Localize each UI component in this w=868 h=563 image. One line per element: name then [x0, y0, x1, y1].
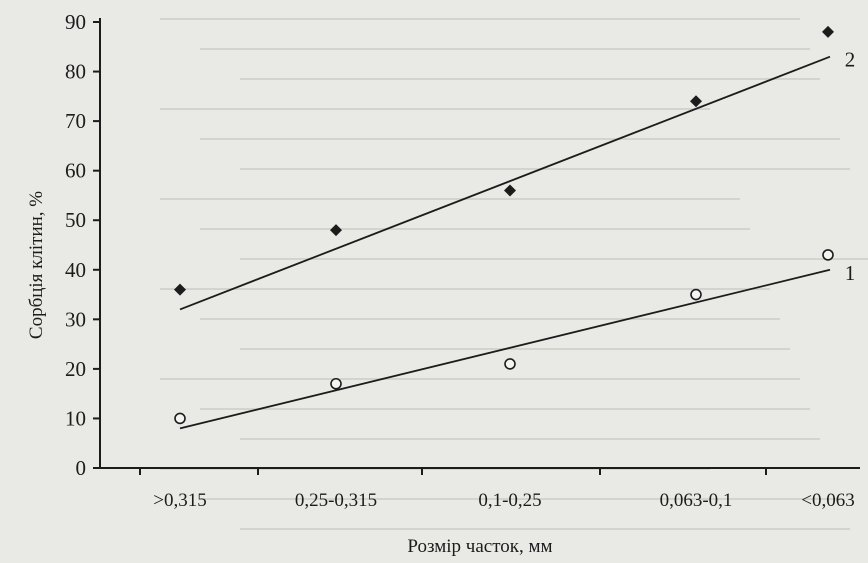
bleed-through-line	[200, 498, 840, 500]
trendlines	[179, 55, 831, 430]
y-tick-label: 40	[65, 258, 86, 282]
data-point-series-1	[690, 288, 702, 301]
y-tick-label: 20	[65, 357, 86, 381]
y-ticks: 0 10 20 30 40 50 60 70 80 90	[65, 10, 100, 480]
data-point-series-1	[822, 249, 834, 261]
bleed-through-line	[200, 228, 750, 230]
data-point-series-2	[822, 25, 834, 38]
x-tick-label: >0,315	[153, 490, 206, 511]
bleed-through-line	[200, 318, 780, 320]
bleed-through-line	[240, 78, 820, 80]
bleed-through-line	[200, 138, 840, 140]
bleed-through-line	[240, 258, 868, 260]
series-labels: 12	[845, 48, 856, 285]
series-label-2: 2	[845, 48, 856, 72]
y-tick-label: 70	[65, 109, 86, 133]
y-tick-label: 90	[65, 10, 86, 34]
bleed-through-line	[160, 108, 710, 110]
bleed-through-line	[160, 378, 800, 380]
trendline-series-1	[179, 268, 831, 430]
y-tick-label: 10	[65, 406, 86, 430]
data-point-series-2	[504, 184, 516, 197]
bleed-through-line	[240, 168, 850, 170]
x-ticks: >0,315 0,25-0,315 0,1-0,25 0,063-0,1 <0,063	[139, 468, 855, 511]
y-tick-label: 60	[65, 159, 86, 183]
data-point-series-2	[174, 283, 186, 296]
data-point-series-1	[504, 358, 516, 370]
bleed-through-line	[240, 348, 790, 350]
bleed-through-line	[160, 198, 740, 200]
bleed-through-line	[160, 18, 800, 20]
x-tick-label: 0,1-0,25	[478, 490, 541, 511]
y-tick-label: 30	[65, 307, 86, 331]
x-axis-label: Розмір часток, мм	[407, 536, 552, 557]
data-point-series-1	[174, 412, 186, 425]
data-point-series-2	[690, 95, 702, 108]
y-tick-label: 50	[65, 208, 86, 232]
trendline-series-2	[179, 55, 831, 311]
data-points	[174, 25, 834, 425]
x-tick-label: <0,063	[801, 490, 854, 511]
bleed-through-line	[160, 288, 770, 290]
bleed-through-line	[240, 528, 850, 530]
x-tick-label: 0,063-0,1	[660, 490, 733, 511]
data-point-series-1	[330, 377, 342, 390]
y-tick-label: 0	[76, 456, 87, 480]
bleed-through-line	[200, 48, 810, 50]
data-point-series-2	[330, 224, 342, 237]
y-axis-label: Сорбція клітин, %	[26, 191, 47, 339]
bleed-through-line	[200, 408, 810, 410]
y-tick-label: 80	[65, 60, 86, 84]
background-bleed-through	[160, 18, 868, 530]
x-tick-label: 0,25-0,315	[295, 490, 377, 511]
bleed-through-line	[240, 438, 820, 440]
axes	[99, 18, 860, 469]
series-label-1: 1	[845, 261, 856, 285]
